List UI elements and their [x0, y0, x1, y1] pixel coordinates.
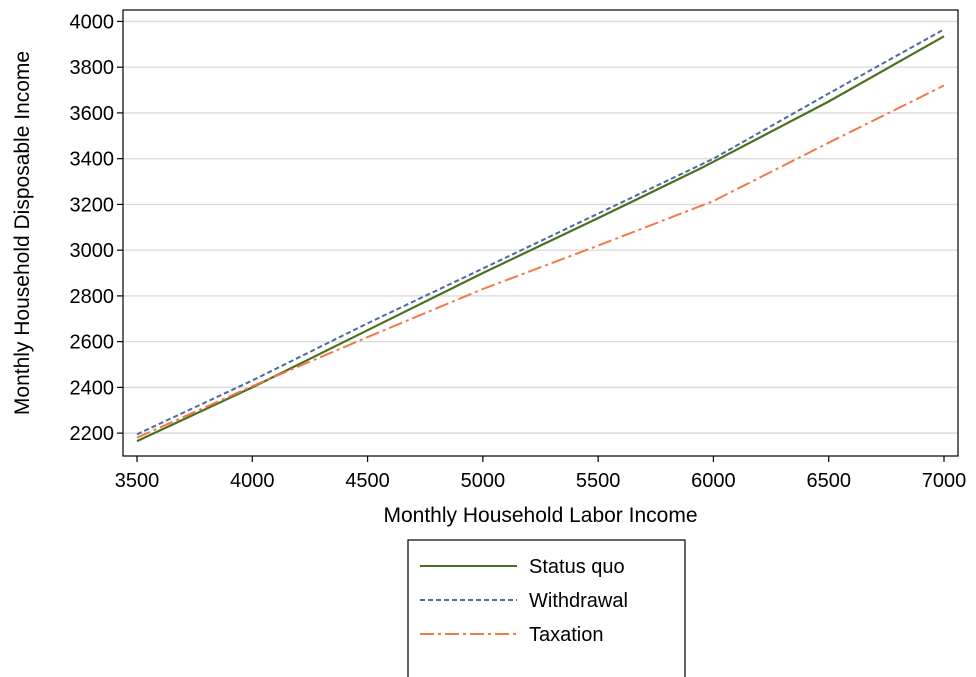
y-tick-label: 3200: [70, 194, 115, 216]
legend: Status quo Withdrawal Taxation: [407, 539, 686, 677]
y-axis: 2200 2400 2600 2800 3000 3200 3400 3600 3800 4000: [70, 11, 123, 445]
y-tick-label: 3000: [70, 240, 115, 262]
y-tick-label: 2600: [70, 332, 115, 354]
y-axis-label: Monthly Household Disposable Income: [11, 51, 34, 415]
x-axis: 3500 4000 4500 5000 5500 6000 6500 7000: [115, 456, 967, 492]
series-lines: [136, 28, 945, 443]
series-line-withdrawal: [136, 28, 945, 436]
y-tick-label: 2800: [70, 286, 115, 308]
x-tick-label: 5500: [576, 470, 621, 492]
plot-frame: [122, 9, 959, 457]
y-tick-label: 3600: [70, 103, 115, 125]
legend-label: Status quo: [529, 556, 625, 578]
legend-label: Withdrawal: [529, 590, 628, 612]
y-tick-label: 3800: [70, 57, 115, 79]
x-tick-label: 5000: [461, 470, 506, 492]
y-tick-label: 2400: [70, 377, 115, 399]
series-line-taxation: [136, 84, 945, 439]
x-tick-label: 7000: [922, 470, 967, 492]
x-tick-label: 4000: [230, 470, 275, 492]
gridlines: [123, 20, 958, 434]
y-tick-label: 4000: [70, 11, 115, 33]
x-tick-label: 3500: [115, 470, 160, 492]
x-tick-label: 4500: [345, 470, 390, 492]
series-line-status-quo: [136, 35, 945, 443]
legend-label: Taxation: [529, 624, 604, 646]
x-axis-label: Monthly Household Labor Income: [383, 504, 697, 527]
legend-box: [407, 539, 686, 677]
y-tick-label: 2200: [70, 423, 115, 445]
x-tick-label: 6500: [806, 470, 851, 492]
y-tick-label: 3400: [70, 149, 115, 171]
x-tick-label: 6000: [691, 470, 736, 492]
